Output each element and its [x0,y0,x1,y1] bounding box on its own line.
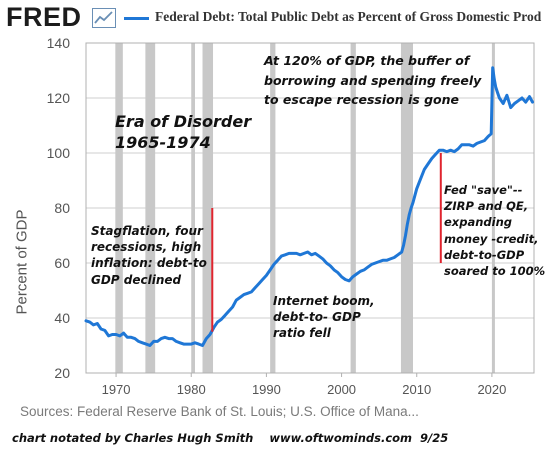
legend-series-label: Federal Debt: Total Public Debt as Perce… [155,9,542,24]
series-line [84,66,534,347]
y-tick-label: 60 [54,255,70,271]
recession-bar [400,43,413,373]
y-tick-label: 80 [54,200,70,216]
recession-bar [145,43,156,373]
y-tick-label: 140 [47,35,71,51]
sources-note: Sources: Federal Reserve Bank of St. Lou… [20,404,419,419]
fred-logo[interactable]: FRED [6,2,82,32]
x-tick-label: 2000 [327,382,356,397]
recession-bar [270,43,276,373]
y-tick-label: 100 [47,145,71,161]
annotation-internet-boom: Internet boom, debt-to- GDP ratio fell [273,294,375,341]
plot-border [85,42,535,374]
recession-bar [350,43,356,373]
recession-bar [191,43,195,373]
x-tick-label: 1990 [252,382,281,397]
x-tick-label: 2010 [402,382,431,397]
recession-bar [202,43,214,373]
recession-bar [491,43,495,373]
y-tick-label: 20 [54,365,70,381]
y-tick-label: 40 [54,310,70,326]
chart-plot: 20 40 60 80 100 120 140 1970 1980 1990 2000 2010 202… [47,35,535,397]
x-tick-label: 1980 [177,382,206,397]
chart-header: FRED Federal Debt: Total Public Debt as … [0,0,550,40]
footer-credit: chart notated by Charles Hugh Smith www.… [12,431,449,445]
y-tick-label: 120 [47,90,71,106]
recession-bar [115,43,123,373]
annotation-era-of-disorder: Era of Disorder 1965-1974 [115,112,252,152]
legend-series-swatch [124,17,149,20]
x-tick-label: 1970 [102,382,131,397]
line-chart-icon [92,8,116,28]
annotation-stagflation: Stagflation, four recessions, high infla… [91,224,207,287]
annotation-buffer-gone: At 120% of GDP, the buffer of borrowing … [264,53,482,107]
annotation-fed-save: Fed "save"-- ZIRP and QE, expanding mone… [444,183,546,279]
x-tick-label: 2020 [477,382,506,397]
